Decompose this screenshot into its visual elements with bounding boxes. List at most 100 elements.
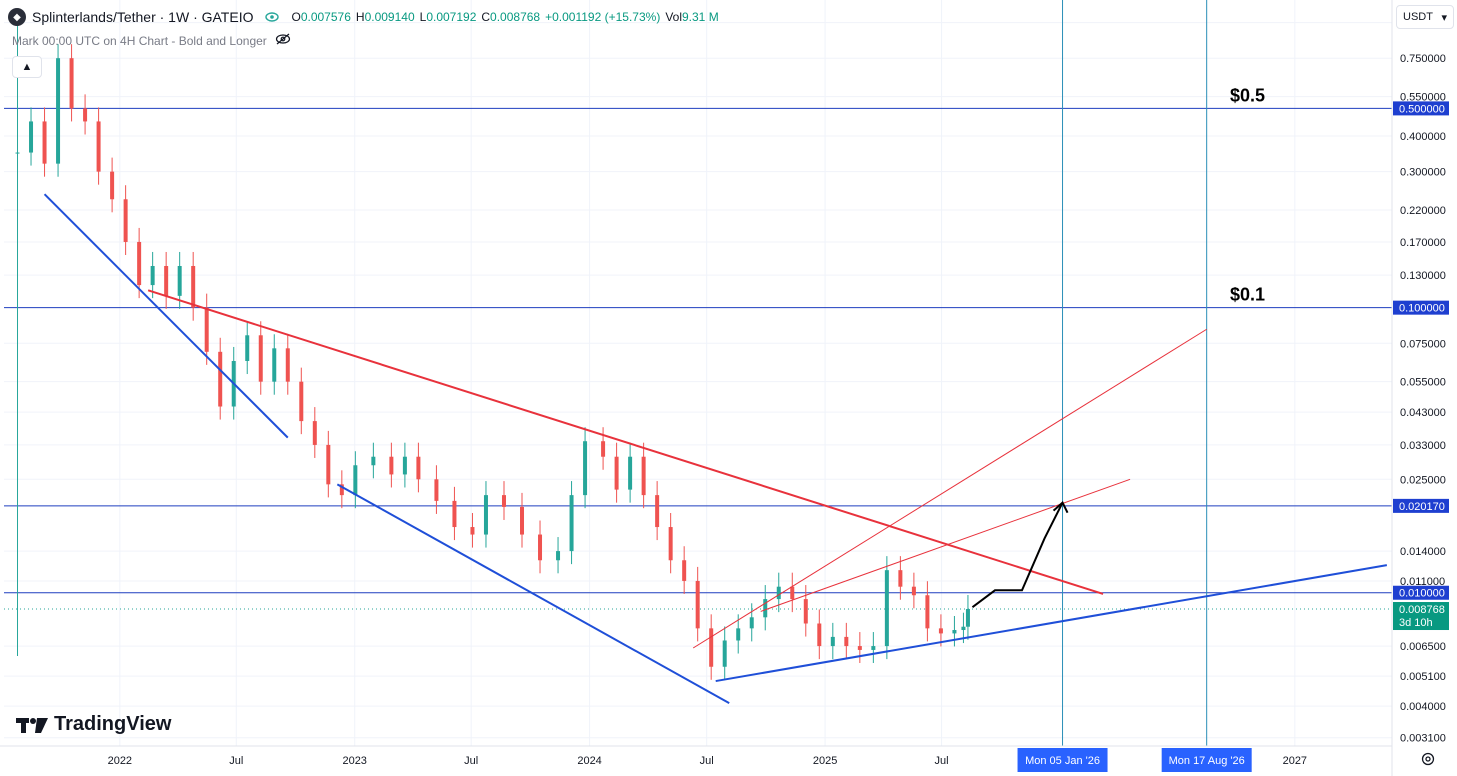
price-tick-label: 0.005100 <box>1400 671 1446 683</box>
candle-body <box>416 456 421 480</box>
date-marker-label: Mon 17 Aug '26 <box>1169 755 1245 767</box>
eye-hidden-icon[interactable] <box>275 32 291 49</box>
candle-body <box>655 495 660 528</box>
candle-body <box>434 479 439 501</box>
eye-icon[interactable] <box>263 8 281 26</box>
candle-body <box>538 534 543 561</box>
volume-value: 9.31 M <box>682 10 719 24</box>
time-tick-label: Jul <box>464 755 478 767</box>
trendline-red-thin <box>760 478 1131 612</box>
candle-body <box>695 580 700 629</box>
price-tick-label: 0.003100 <box>1400 733 1446 745</box>
candle-body <box>722 640 727 667</box>
candle-body <box>925 595 930 629</box>
candle-body <box>520 506 525 535</box>
price-tick-label: 0.004000 <box>1400 701 1446 713</box>
price-level-label-bg <box>1393 498 1449 513</box>
currency-selector[interactable]: USDT ▾ <box>1396 5 1454 29</box>
low-label: L <box>419 10 427 24</box>
chevron-up-icon: ▲ <box>21 61 33 73</box>
candle-body <box>736 628 741 641</box>
ohlc-values: O0.007576 H0.009140 L0.007192 C0.008768 … <box>291 10 718 24</box>
tradingview-logo-text: TradingView <box>54 713 172 735</box>
price-tick-label: 0.300000 <box>1400 167 1446 179</box>
price-tick-label: 0.220000 <box>1400 205 1446 217</box>
candle-body <box>749 617 754 629</box>
candle-body <box>871 646 876 650</box>
candle-body <box>42 121 47 164</box>
candle-body <box>817 623 822 647</box>
candle-body <box>952 630 957 634</box>
candle-body <box>641 456 646 496</box>
price-level-label-bg <box>1393 300 1449 315</box>
close-value: 0.008768 <box>490 10 541 24</box>
candle-body <box>326 444 331 485</box>
candle-body <box>483 495 488 535</box>
candle-body <box>898 570 903 587</box>
high-label: H <box>355 10 365 24</box>
price-level-label-bg <box>1393 585 1449 600</box>
price-tick-label: 0.055000 <box>1400 377 1446 389</box>
candle-body <box>790 586 795 600</box>
gear-icon[interactable] <box>1419 750 1437 768</box>
annotations: $0.5 $0.1 <box>1230 85 1265 304</box>
time-tick-label: 2023 <box>342 755 366 767</box>
close-label: C <box>481 10 491 24</box>
price-level-label: 0.100000 <box>1399 303 1445 315</box>
price-tick-label: 0.025000 <box>1400 474 1446 486</box>
date-marker-label-bg <box>1017 748 1108 772</box>
candle-body <box>583 441 588 496</box>
chevron-down-icon: ▾ <box>1441 11 1447 24</box>
candle-body <box>470 527 475 535</box>
candle-body <box>218 351 223 407</box>
time-tick-label: Jul <box>935 755 949 767</box>
price-tick-label: 0.033000 <box>1400 440 1446 452</box>
open-value: 0.007576 <box>300 10 351 24</box>
trendline-red-thin <box>692 328 1207 649</box>
candle-body <box>204 307 209 352</box>
trendline-red <box>147 289 1104 595</box>
candle-body <box>258 335 263 382</box>
volume-label: Vol <box>665 10 682 24</box>
candle-body <box>556 551 561 561</box>
candle-body <box>938 628 943 634</box>
tradingview-logo-icon <box>16 715 48 735</box>
price-tick-label: 0.006500 <box>1400 641 1446 653</box>
candle-body <box>285 348 290 382</box>
candle-body <box>857 646 862 650</box>
bar-countdown-label: 3d 10h <box>1399 617 1433 629</box>
trendline-blue <box>336 483 730 705</box>
price-tick-label: 0.011000 <box>1400 576 1445 588</box>
collapse-legend-button[interactable]: ▲ <box>12 56 42 78</box>
price-target-annotation: $0.1 <box>1230 285 1265 305</box>
candle-body <box>452 500 457 528</box>
candle-body <box>96 121 101 172</box>
candle-body <box>961 626 966 631</box>
time-tick-label: 2024 <box>577 755 601 767</box>
candle-body <box>83 108 88 122</box>
candle-body <box>15 152 20 154</box>
price-tick-label: 0.043000 <box>1400 407 1446 419</box>
trendline-blue <box>715 564 1388 683</box>
candle-body <box>911 586 916 596</box>
price-tick-label: 0.400000 <box>1400 131 1446 143</box>
date-marker-label: Mon 05 Jan '26 <box>1025 755 1100 767</box>
candle-body <box>682 560 687 581</box>
splinterlands-logo-icon[interactable]: ◆ <box>8 8 26 26</box>
vertical-date-markers <box>1062 0 1208 746</box>
candle-body <box>501 495 506 507</box>
indicator-label[interactable]: Mark 00:00 UTC on 4H Chart - Bold and Lo… <box>12 33 267 48</box>
candle-body <box>402 456 407 475</box>
symbol-title[interactable]: Splinterlands/Tether · 1W · GATEIO <box>32 9 254 25</box>
candle-body <box>803 599 808 624</box>
chart-header: ◆ Splinterlands/Tether · 1W · GATEIO O0.… <box>8 4 719 30</box>
tradingview-logo[interactable]: TradingView <box>16 713 171 736</box>
indicator-row: Mark 00:00 UTC on 4H Chart - Bold and Lo… <box>12 32 291 49</box>
trendlines <box>43 193 1388 705</box>
last-price-label: 0.008768 <box>1399 604 1445 616</box>
candle-body <box>371 456 376 466</box>
candle-body <box>69 58 74 109</box>
price-level-label: 0.500000 <box>1399 103 1445 115</box>
low-value: 0.007192 <box>426 10 477 24</box>
